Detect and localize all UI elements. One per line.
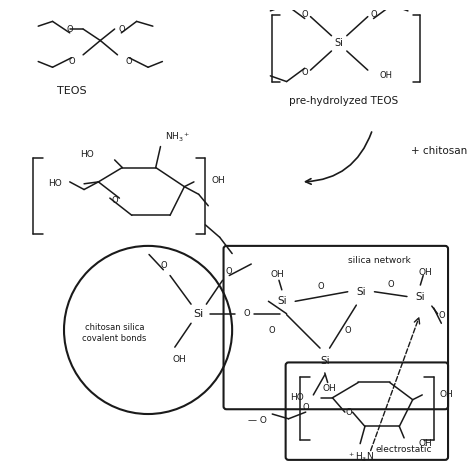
Text: OH: OH (418, 268, 432, 277)
Text: O: O (301, 67, 308, 76)
Text: Si: Si (193, 309, 204, 319)
Text: OH: OH (211, 176, 225, 185)
Text: O: O (118, 25, 125, 34)
Text: TEOS: TEOS (57, 86, 86, 96)
Text: O: O (126, 57, 132, 66)
Text: $^+$H$_3$N: $^+$H$_3$N (346, 450, 374, 464)
Text: NH$_3$$^+$: NH$_3$$^+$ (165, 130, 191, 144)
Text: O: O (68, 57, 75, 66)
Text: — O: — O (248, 416, 267, 425)
Text: OH: OH (270, 270, 284, 279)
Text: HO: HO (80, 150, 94, 159)
Text: HO: HO (290, 393, 304, 402)
Text: O: O (438, 311, 445, 320)
Text: Si: Si (277, 296, 287, 306)
Text: O: O (269, 327, 275, 336)
Text: OH: OH (379, 72, 392, 81)
Text: silica network: silica network (348, 255, 411, 264)
Text: O: O (387, 280, 394, 289)
Text: Si: Si (320, 356, 329, 366)
Text: O: O (243, 309, 250, 318)
Text: O: O (301, 10, 308, 19)
Text: OH: OH (439, 391, 453, 400)
Text: Si: Si (356, 287, 366, 297)
Text: Si: Si (416, 292, 425, 301)
Text: Si: Si (335, 38, 344, 48)
Text: OH: OH (323, 384, 337, 393)
Text: O: O (111, 196, 118, 205)
Text: electrostatic: electrostatic (375, 445, 432, 454)
Text: O: O (370, 10, 377, 19)
Text: O: O (66, 25, 73, 34)
Text: OH: OH (173, 355, 186, 364)
Text: O: O (345, 327, 351, 336)
Text: + chitosan: + chitosan (411, 146, 467, 156)
Text: O: O (160, 262, 167, 271)
Text: O: O (346, 408, 352, 417)
Text: OH: OH (419, 439, 432, 448)
Text: HO: HO (48, 179, 62, 188)
Text: O: O (302, 403, 309, 412)
FancyArrowPatch shape (306, 132, 372, 184)
Text: chitosan silica
covalent bonds: chitosan silica covalent bonds (82, 323, 147, 343)
Text: pre-hydrolyzed TEOS: pre-hydrolyzed TEOS (289, 96, 399, 106)
Text: O: O (318, 283, 324, 292)
Text: O: O (226, 267, 233, 276)
